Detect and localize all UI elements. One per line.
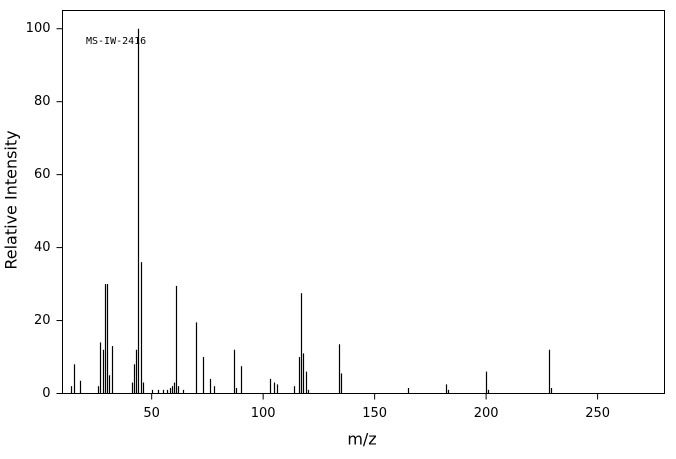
y-tick-label: 20 [34, 313, 51, 328]
y-axis-label: Relative Intensity [2, 130, 21, 269]
y-tick-label: 80 [34, 94, 51, 109]
x-tick-label: 50 [143, 406, 160, 421]
x-tick-label: 200 [474, 406, 499, 421]
y-tick-label: 40 [34, 240, 51, 255]
x-axis-label: m/z [347, 430, 376, 449]
y-tick-label: 0 [42, 386, 50, 401]
y-tick-label: 100 [26, 21, 51, 36]
x-tick-label: 250 [585, 406, 610, 421]
plot-frame [62, 10, 665, 394]
x-tick-label: 100 [251, 406, 276, 421]
annotation: MS-IW-2416 [86, 36, 146, 47]
y-tick-label: 60 [34, 167, 51, 182]
x-tick-label: 150 [362, 406, 387, 421]
